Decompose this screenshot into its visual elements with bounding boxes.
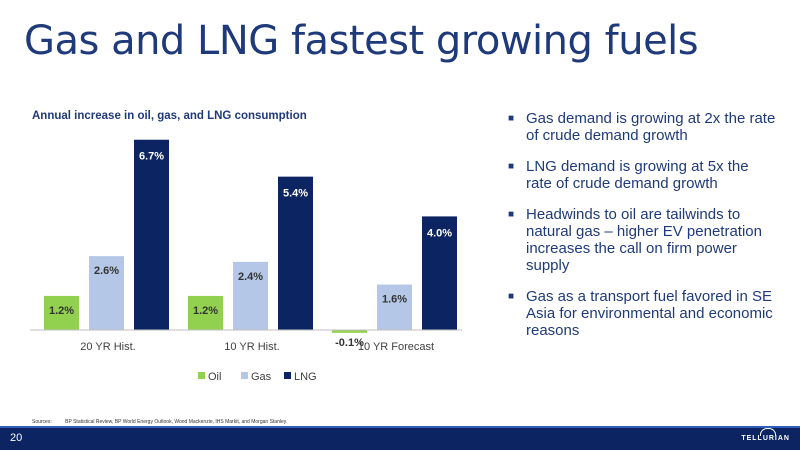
slide-title: Gas and LNG fastest growing fuels — [24, 18, 699, 64]
data-label: 1.6% — [382, 294, 407, 306]
sources-note: Sources: BP Statistical Review, BP World… — [32, 419, 287, 425]
data-label: 2.6% — [94, 265, 119, 277]
bullet-text: Headwinds to oil are tailwinds to natura… — [526, 206, 762, 274]
data-label: 6.7% — [139, 151, 164, 163]
chart-title: Annual increase in oil, gas, and LNG con… — [32, 110, 307, 122]
bar-oil — [44, 295, 79, 330]
legend-swatch — [198, 372, 205, 379]
bar-gas — [89, 256, 124, 330]
company-logo: TELLURIAN — [741, 435, 790, 442]
page-number: 20 — [10, 432, 23, 444]
legend-label: Gas — [251, 371, 272, 383]
bullet-text: Gas demand is growing at 2x the rate of … — [526, 110, 776, 144]
bullet-text: LNG demand is growing at 5x the rate of … — [526, 158, 749, 192]
bar-lng — [278, 176, 313, 330]
legend-swatch — [241, 372, 248, 379]
legend-swatch — [284, 372, 291, 379]
bar-chart: 1.2% 2.6% 6.7% 20 YR Hist. 1.2% 2.4% 5.4% 10 YR… — [30, 139, 462, 383]
x-tick-label: 10 YR Hist. — [224, 341, 279, 353]
legend-label: LNG — [294, 371, 317, 383]
bullet-list: ■ Gas demand is growing at 2x the rate of… — [508, 110, 776, 353]
footer-accent-line — [0, 426, 800, 428]
bar-gas — [233, 261, 268, 330]
bullet-item: ■ Gas demand is growing at 2x the rate of… — [508, 110, 776, 144]
square-bullet-icon: ■ — [508, 291, 515, 302]
bullet-item: ■ Headwinds to oil are tailwinds to natur… — [508, 206, 776, 274]
x-tick-label: 10 YR Forecast — [358, 341, 434, 353]
footer-bar — [0, 426, 800, 450]
data-label: 1.2% — [49, 305, 74, 317]
bullet-item: ■ LNG demand is growing at 5x the rate of… — [508, 158, 776, 192]
bar-lng — [422, 216, 457, 330]
bar-oil — [332, 330, 367, 333]
sources-text: BP Statistical Review, BP World Energy O… — [65, 419, 288, 425]
x-tick-label: 20 YR Hist. — [80, 341, 135, 353]
legend-label: Oil — [208, 371, 221, 383]
data-label: 5.4% — [283, 188, 308, 200]
bar-lng — [134, 139, 169, 330]
bullet-text: Gas as a transport fuel favored in SE As… — [526, 288, 773, 339]
bar-gas — [377, 284, 412, 330]
data-label: 4.0% — [427, 227, 452, 239]
square-bullet-icon: ■ — [508, 209, 515, 220]
bar-oil — [188, 295, 223, 330]
data-label: 2.4% — [238, 271, 263, 283]
square-bullet-icon: ■ — [508, 113, 515, 124]
bullet-item: ■ Gas as a transport fuel favored in SE A… — [508, 288, 776, 339]
data-label: 1.2% — [193, 305, 218, 317]
square-bullet-icon: ■ — [508, 161, 515, 172]
data-label: -0.1% — [335, 337, 364, 349]
sources-label: Sources: — [32, 419, 52, 425]
tellurian-logo-icon — [760, 428, 776, 436]
